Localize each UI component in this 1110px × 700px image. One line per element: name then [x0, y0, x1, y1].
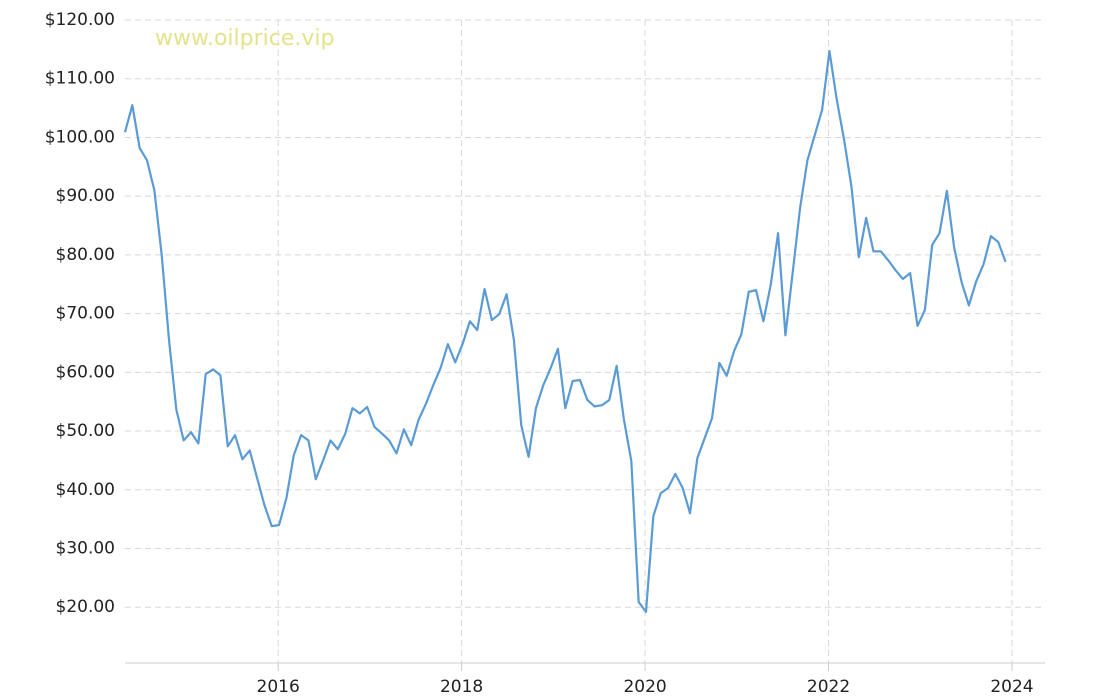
y-tick-label: $90.00 [56, 186, 115, 206]
watermark: www.oilprice.vip [155, 26, 334, 51]
y-tick-label: $80.00 [56, 245, 115, 265]
y-tick-label: $20.00 [56, 597, 115, 617]
x-tick-label: 2020 [623, 677, 666, 697]
y-tick-label: $60.00 [56, 362, 115, 382]
y-tick-label: $40.00 [56, 480, 115, 500]
x-tick-label: 2018 [440, 677, 483, 697]
x-tick-label: 2022 [807, 677, 850, 697]
y-tick-label: $30.00 [56, 538, 115, 558]
price-line [123, 50, 1007, 614]
x-tick-label: 2016 [257, 677, 300, 697]
y-tick-label: $110.00 [45, 69, 115, 89]
y-tick-label: $100.00 [45, 127, 115, 147]
grid [125, 19, 1045, 663]
y-tick-label: $120.00 [45, 10, 115, 30]
x-tick-label: 2024 [990, 677, 1033, 697]
y-tick-label: $50.00 [56, 421, 115, 441]
y-tick-label: $70.00 [56, 304, 115, 324]
